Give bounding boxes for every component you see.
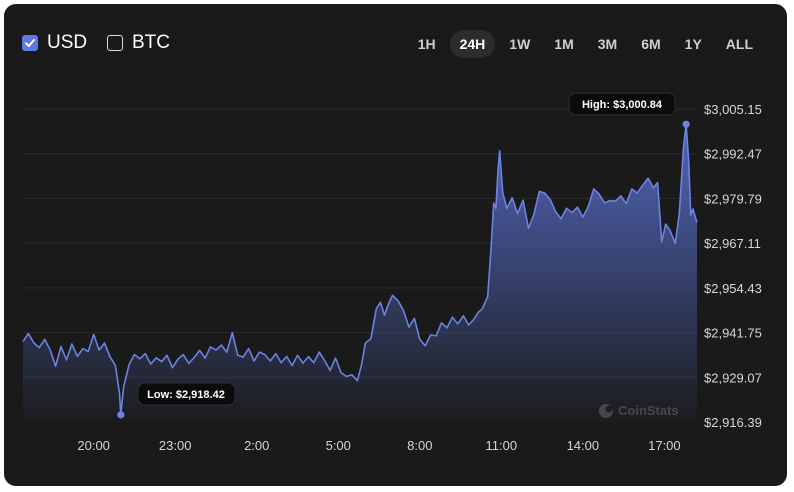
y-tick-label: $2,954.43 — [704, 281, 762, 296]
x-tick-label: 23:00 — [159, 438, 192, 453]
high-point — [682, 120, 690, 128]
y-tick-label: $2,941.75 — [704, 326, 762, 341]
watermark-logo: CoinStats — [599, 403, 679, 418]
y-tick-label: $2,967.11 — [704, 236, 761, 251]
price-chart: $3,005.15 $2,992.47 $2,979.79 $2,967.11 $2,9… — [22, 92, 762, 453]
y-tick-label: $2,979.79 — [704, 191, 762, 206]
price-chart-card: USD BTC 1H 24H 1W 1M 3M 6M 1Y ALL $3,005.15 $2,9… — [4, 4, 787, 486]
x-axis-labels: 20:00 23:00 2:00 5:00 8:00 11:00 14:00 17:00 — [77, 438, 680, 453]
watermark-text: CoinStats — [618, 403, 679, 418]
btc-checkbox-unchecked-icon[interactable] — [107, 35, 123, 51]
y-tick-label: $2,992.47 — [704, 147, 762, 162]
usd-checkbox-checked-icon[interactable] — [22, 35, 38, 51]
x-tick-label: 2:00 — [244, 438, 269, 453]
tab-1y[interactable]: 1Y — [684, 36, 702, 52]
tab-6m[interactable]: 6M — [641, 36, 661, 52]
low-marker: Low: $2,918.42 — [117, 382, 236, 419]
tab-1w[interactable]: 1W — [509, 36, 531, 52]
time-range-tabs: 1H 24H 1W 1M 3M 6M 1Y ALL — [408, 30, 763, 58]
y-tick-label: $2,929.07 — [704, 370, 762, 385]
x-tick-label: 8:00 — [407, 438, 432, 453]
price-line — [22, 123, 698, 416]
high-marker: High: $3,000.84 — [568, 92, 690, 128]
x-tick-label: 20:00 — [77, 438, 110, 453]
tab-24h[interactable]: 24H — [449, 30, 496, 58]
tab-1m[interactable]: 1M — [554, 36, 574, 52]
usd-label: USD — [47, 32, 88, 53]
tab-3m[interactable]: 3M — [597, 36, 618, 52]
tab-1h[interactable]: 1H — [417, 36, 436, 52]
btc-label: BTC — [132, 32, 170, 53]
x-tick-label: 17:00 — [648, 438, 681, 453]
usd-toggle[interactable]: USD — [22, 32, 87, 54]
y-tick-label: $2,916.39 — [704, 415, 762, 430]
y-axis-labels: $3,005.15 $2,992.47 $2,979.79 $2,967.11 $2,9… — [704, 102, 762, 430]
low-label: Low: $2,918.42 — [147, 389, 225, 401]
btc-toggle[interactable]: BTC — [107, 32, 170, 54]
high-label: High: $3,000.84 — [582, 99, 663, 111]
tab-all[interactable]: ALL — [725, 36, 753, 52]
low-point — [117, 411, 125, 419]
x-tick-label: 14:00 — [567, 438, 600, 453]
price-area-fill — [23, 124, 697, 422]
x-tick-label: 5:00 — [326, 438, 351, 453]
x-tick-label: 11:00 — [486, 438, 518, 453]
y-tick-label: $3,005.15 — [704, 102, 762, 117]
